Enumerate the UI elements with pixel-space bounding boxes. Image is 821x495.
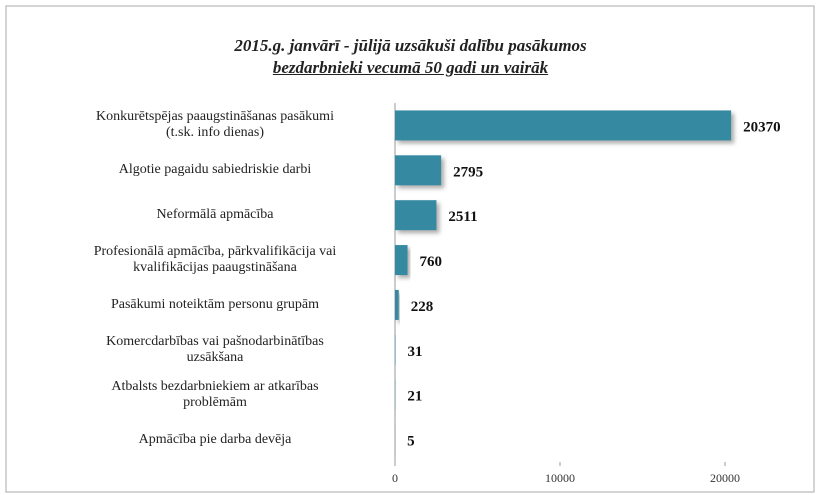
y-tick-label: Neformālā apmācība [156,207,274,223]
value-label: 21 [407,389,422,405]
y-tick-label: Konkurētspējas paaugstināšanas pasākumi … [96,109,334,141]
bar [395,110,732,141]
value-label: 5 [407,434,415,450]
bar [395,155,442,186]
bar [395,334,396,365]
y-tick-label: Pasākumi noteiktām personu grupām [110,296,320,312]
y-tick-label: Komercdarbības vai pašnodarbinātības uzs… [106,333,324,365]
bar [395,200,437,231]
chart-title: 2015.g. janvārī - jūlijā uzsākuši dalību… [234,36,587,55]
y-tick-label: Profesionālā apmācība, pārkvalifikācija … [93,244,337,276]
bar [395,245,408,276]
x-tick-label: 0 [392,471,398,485]
chart-subtitle: bezdarbnieki vecumā 50 gadi un vairāk [272,58,549,77]
x-tick-label: 20000 [710,471,740,485]
value-label: 20370 [743,119,781,135]
value-label: 760 [420,254,443,270]
frame [5,5,815,493]
value-label: 31 [408,344,423,360]
y-tick-label: Algotie pagaidu sabiedriskie darbi [118,162,312,178]
value-label: 2795 [453,164,483,180]
y-tick-label: Apmācība pie darba devēja [138,431,292,447]
bar [395,289,399,320]
value-label: 228 [411,299,434,315]
y-tick-label: Atbalsts bezdarbniekiem ar atkarības pro… [111,378,319,410]
value-label: 2511 [448,209,477,225]
x-tick-label: 10000 [545,471,575,485]
